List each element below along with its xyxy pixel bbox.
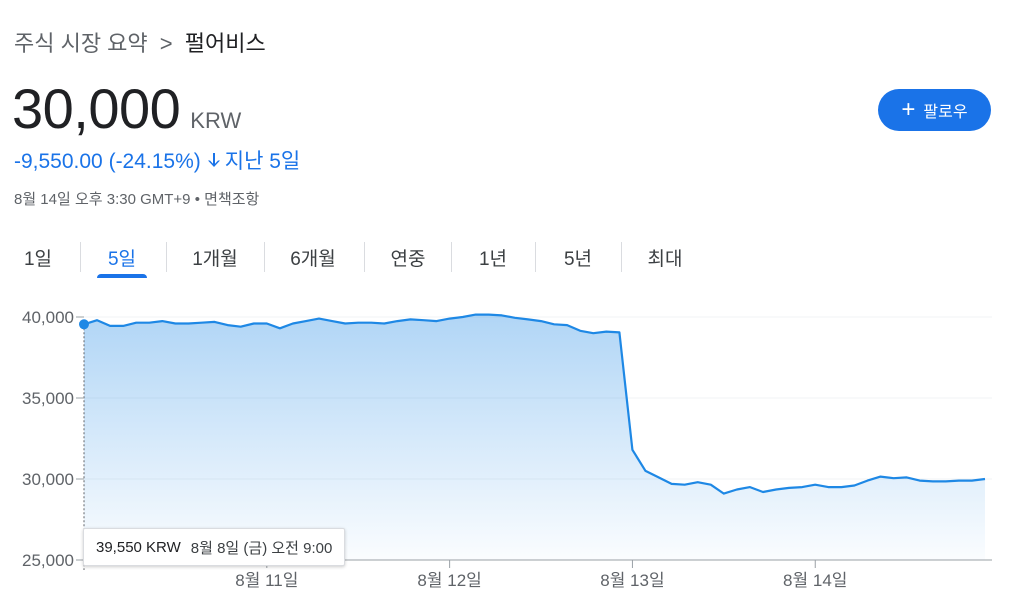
y-tick-label: 40,000 <box>22 308 74 327</box>
tab-divider <box>621 242 622 272</box>
range-tabs: 1일 5일 1개월 6개월 연중 1년 5년 최대 <box>0 238 1013 278</box>
y-tick-label: 30,000 <box>22 470 74 489</box>
tooltip-price: 39,550 KRW <box>96 538 181 556</box>
start-point-dot <box>79 319 89 330</box>
tab-max[interactable]: 최대 <box>647 249 683 270</box>
down-arrow-icon <box>207 150 221 174</box>
price-value: 30,000 <box>12 77 181 140</box>
price-change: -9,550.00 (-24.15%) 지난 5일 <box>14 145 300 175</box>
tab-5y[interactable]: 5년 <box>563 249 593 270</box>
chart-tooltip: 39,550 KRW 8월 8일 (금) 오전 9:00 <box>83 528 346 566</box>
tab-5d[interactable]: 5일 <box>97 238 147 278</box>
tooltip-date: 8월 8일 (금) 오전 9:00 <box>190 539 333 557</box>
tab-1m[interactable]: 1개월 <box>192 249 238 270</box>
tab-ytd[interactable]: 연중 <box>390 249 426 270</box>
price-area-fill <box>84 314 985 560</box>
x-tick-label: 8월 14일 <box>783 571 847 590</box>
x-tick-label: 8월 11일 <box>235 571 298 590</box>
price-chart[interactable]: 40,000 35,000 30,000 25,000 8월 11일 8월 12일 8월 1… <box>0 290 1013 615</box>
plus-icon: + <box>901 96 916 123</box>
tab-1y[interactable]: 1년 <box>478 249 508 270</box>
quote-timestamp: 8월 14일 오후 3:30 GMT+9 <box>14 191 191 208</box>
tab-6m[interactable]: 6개월 <box>290 249 336 270</box>
breadcrumb-separator: > <box>159 31 173 56</box>
follow-label: 팔로우 <box>923 104 968 121</box>
tab-divider <box>264 242 265 272</box>
tab-divider <box>166 242 167 272</box>
tab-1d[interactable]: 1일 <box>23 249 53 270</box>
quote-meta: 8월 14일 오후 3:30 GMT+9 • 면책조항 <box>14 188 259 209</box>
change-value: -9,550.00 (-24.15%) <box>14 150 201 173</box>
y-tick-label: 35,000 <box>22 389 74 408</box>
stock-price: 30,000 KRW <box>12 76 241 141</box>
price-line <box>83 313 986 495</box>
x-tick-label: 8월 13일 <box>600 571 664 590</box>
tab-divider <box>535 242 536 272</box>
meta-bullet: • <box>194 191 200 208</box>
breadcrumb-parent-link[interactable]: 주식 시장 요약 <box>14 31 148 56</box>
change-period: 지난 5일 <box>224 150 301 173</box>
x-tick-label: 8월 12일 <box>417 571 481 590</box>
tab-divider <box>451 242 452 272</box>
follow-button[interactable]: + 팔로우 <box>878 89 991 131</box>
y-tick-label: 25,000 <box>22 551 74 570</box>
tab-divider <box>80 242 81 272</box>
price-currency: KRW <box>190 108 242 133</box>
breadcrumb: 주식 시장 요약 > 펄어비스 <box>14 26 266 58</box>
disclaimer-link[interactable]: 면책조항 <box>204 191 260 208</box>
tab-divider <box>364 242 365 272</box>
breadcrumb-current: 펄어비스 <box>184 31 266 56</box>
